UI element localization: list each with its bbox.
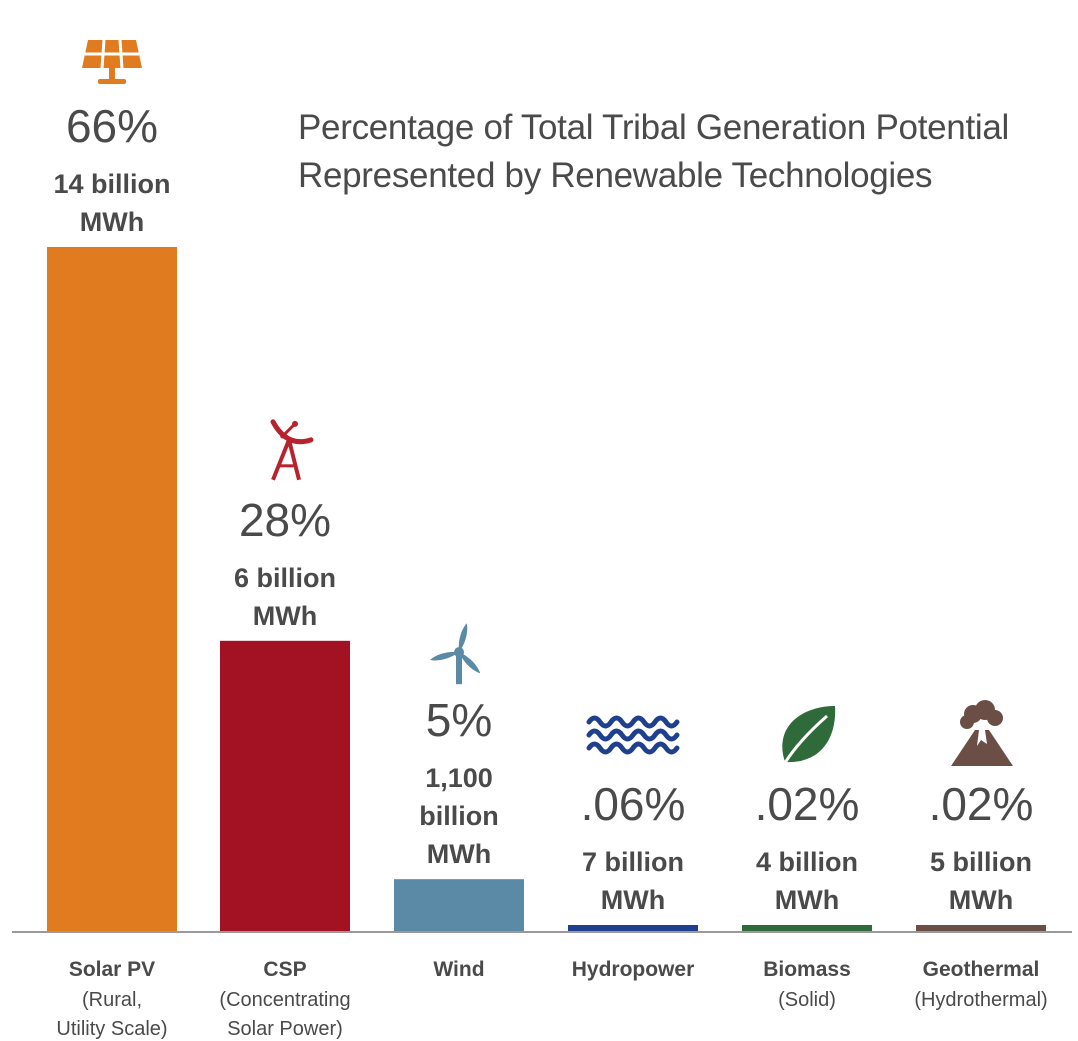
tick-label-sub: (Concentrating xyxy=(219,989,350,1011)
data-label-mwh: MWh xyxy=(601,885,665,915)
chart-subtitle: Represented by Renewable Technologies xyxy=(298,156,933,195)
tick-label-sub: (Hydrothermal) xyxy=(914,989,1047,1011)
data-label-mwh: billion xyxy=(419,801,498,831)
data-label-mwh: 14 billion xyxy=(53,169,170,199)
bar xyxy=(742,925,872,931)
bar-group-hydropower: 7 billion MWh .06% Hydropower xyxy=(568,778,698,981)
data-label-mwh: MWh xyxy=(427,839,491,869)
data-label-percent: .06% xyxy=(581,778,686,830)
bar-group-geothermal: 5 billion MWh .02% Geothermal (Hydrothermal) xyxy=(914,778,1047,1011)
bar xyxy=(47,247,177,931)
data-label-percent: 66% xyxy=(66,100,158,152)
data-label-mwh: MWh xyxy=(253,601,317,631)
tick-label: Geothermal xyxy=(923,958,1040,981)
tick-label: Hydropower xyxy=(572,958,695,981)
tick-label: Wind xyxy=(433,958,484,981)
bar xyxy=(916,925,1046,931)
data-label-percent: 5% xyxy=(426,694,492,746)
bar-group-biomass: 4 billion MWh .02% Biomass (Solid) xyxy=(742,778,872,1011)
tick-label-sub: Utility Scale) xyxy=(56,1018,167,1040)
dish-concentrator-icon xyxy=(270,419,314,481)
solar-panel-icon xyxy=(82,39,142,84)
volcano-icon xyxy=(951,700,1013,766)
bar-group-solar-pv: 14 billion MWh 66% Solar PV (Rural, Utility S… xyxy=(47,100,177,1040)
bar-group-csp: 6 billion MWh 28% CSP (Concentrating Solar Po… xyxy=(219,494,350,1040)
tick-label: Biomass xyxy=(763,958,851,981)
data-label-mwh: 1,100 xyxy=(425,763,493,793)
chart-title-block: Percentage of Total Tribal Generation Po… xyxy=(298,104,1068,200)
data-label-percent: .02% xyxy=(929,778,1034,830)
data-label-mwh: MWh xyxy=(949,885,1013,915)
tick-label: Solar PV xyxy=(69,958,155,981)
wind-turbine-icon xyxy=(430,623,481,685)
tick-label-sub: Solar Power) xyxy=(227,1018,343,1040)
tick-label-sub: (Solid) xyxy=(778,989,836,1011)
bar xyxy=(568,925,698,931)
water-waves-icon xyxy=(586,715,680,755)
leaf-icon xyxy=(781,706,836,767)
data-label-mwh: 7 billion xyxy=(582,847,684,877)
data-label-mwh: MWh xyxy=(80,207,144,237)
data-label-percent: 28% xyxy=(239,494,331,546)
data-label-mwh: 6 billion xyxy=(234,563,336,593)
data-label-mwh: 5 billion xyxy=(930,847,1032,877)
tick-label: CSP xyxy=(263,958,306,981)
data-label-mwh: 4 billion xyxy=(756,847,858,877)
chart-title: Percentage of Total Tribal Generation Po… xyxy=(298,108,1009,147)
bar xyxy=(394,879,524,931)
tick-label-sub: (Rural, xyxy=(82,989,142,1011)
bar-group-wind: 1,100 billion MWh 5% Wind xyxy=(394,694,524,981)
data-label-mwh: MWh xyxy=(775,885,839,915)
data-label-percent: .02% xyxy=(755,778,860,830)
bar xyxy=(220,640,350,931)
